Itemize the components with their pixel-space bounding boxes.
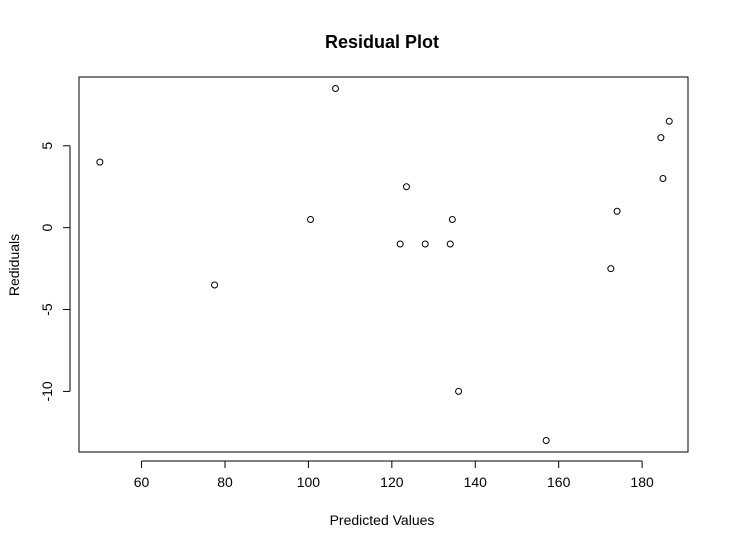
- y-tick-label: -10: [39, 381, 55, 401]
- x-axis-label: Predicted Values: [330, 512, 435, 528]
- x-tick-label: 160: [547, 474, 571, 490]
- x-tick-label: 120: [380, 474, 404, 490]
- data-point: [446, 240, 454, 248]
- x-tick-label: 100: [297, 474, 321, 490]
- x-tick-label: 60: [134, 474, 150, 490]
- data-point: [421, 240, 429, 248]
- x-axis: 60 80 100 120 140 160 180: [134, 460, 654, 490]
- y-tick-label: 0: [39, 224, 55, 232]
- data-point: [307, 215, 315, 223]
- data-point: [211, 281, 219, 289]
- x-tick-label: 140: [464, 474, 488, 490]
- data-point: [657, 134, 665, 142]
- x-tick-label: 180: [630, 474, 654, 490]
- data-point: [613, 207, 621, 215]
- plot-area-box: [78, 76, 689, 453]
- data-point: [448, 215, 456, 223]
- data-point: [455, 387, 463, 395]
- data-point: [396, 240, 404, 248]
- y-axis: -10 -5 0 5: [39, 142, 71, 402]
- y-axis-label: Rediduals: [6, 234, 22, 296]
- data-point: [659, 175, 667, 183]
- data-point: [607, 265, 615, 273]
- y-tick-label: -5: [39, 303, 55, 316]
- chart-title: Residual Plot: [325, 32, 439, 52]
- data-point: [96, 158, 104, 166]
- data-point: [402, 183, 410, 191]
- data-point: [332, 84, 340, 92]
- data-point: [542, 437, 550, 445]
- x-tick-label: 80: [217, 474, 233, 490]
- data-point: [665, 117, 673, 125]
- y-tick-label: 5: [39, 142, 55, 150]
- data-points: [96, 84, 673, 445]
